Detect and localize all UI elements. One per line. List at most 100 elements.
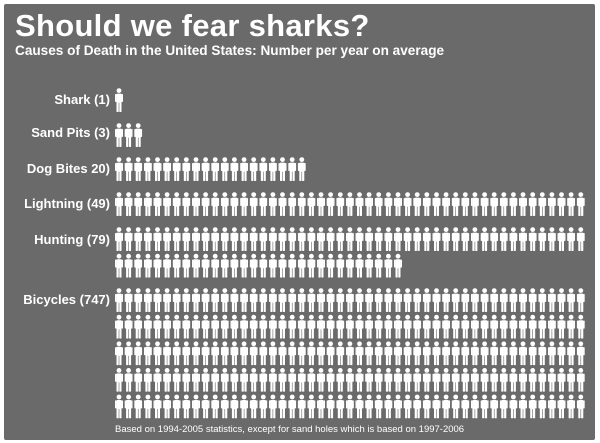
person-icon bbox=[134, 227, 143, 251]
person-icon bbox=[355, 192, 364, 216]
infographic-frame: Should we fear sharks? Causes of Death i… bbox=[4, 4, 595, 440]
person-icon bbox=[345, 253, 354, 278]
person-icon bbox=[413, 368, 422, 392]
person-icon bbox=[432, 288, 441, 312]
chart-title: Should we fear sharks? bbox=[15, 8, 370, 43]
person-icon bbox=[345, 227, 354, 251]
person-icon bbox=[547, 314, 556, 339]
footnote: Based on 1994-2005 statistics, except fo… bbox=[115, 424, 465, 435]
person-icon bbox=[538, 288, 547, 312]
person-icon bbox=[345, 368, 354, 392]
person-icon bbox=[259, 253, 268, 278]
person-icon bbox=[557, 341, 566, 366]
person-icon bbox=[249, 314, 258, 339]
person-icon bbox=[115, 123, 123, 147]
person-icon bbox=[143, 253, 152, 278]
person-icon bbox=[576, 192, 585, 216]
person-icon bbox=[519, 314, 527, 339]
person-icon bbox=[278, 341, 287, 366]
person-icon bbox=[268, 288, 277, 312]
person-icon bbox=[576, 227, 585, 251]
person-icon bbox=[499, 394, 508, 419]
person-icon bbox=[519, 288, 527, 312]
person-icon bbox=[336, 227, 345, 251]
person-icon bbox=[509, 394, 518, 419]
person-icon bbox=[240, 227, 249, 251]
person-icon bbox=[528, 341, 537, 366]
category-label-sand-pits: Sand Pits (3) bbox=[31, 125, 110, 140]
person-icon bbox=[326, 314, 335, 339]
person-icon bbox=[115, 227, 123, 251]
person-icon bbox=[278, 394, 287, 419]
person-icon bbox=[422, 368, 431, 392]
person-icon bbox=[317, 394, 325, 419]
person-icon bbox=[355, 253, 364, 278]
person-icon bbox=[278, 368, 287, 392]
person-icon bbox=[567, 394, 576, 419]
person-icon bbox=[432, 314, 441, 339]
person-icon bbox=[172, 192, 181, 216]
person-icon bbox=[422, 288, 431, 312]
person-icon bbox=[345, 341, 354, 366]
person-icon bbox=[240, 314, 249, 339]
category-label-dog-bites: Dog Bites 20) bbox=[26, 161, 110, 176]
person-icon bbox=[355, 314, 364, 339]
person-icon bbox=[297, 314, 306, 339]
person-icon bbox=[499, 368, 508, 392]
person-icon bbox=[249, 341, 258, 366]
person-icon bbox=[326, 394, 335, 419]
person-icon bbox=[317, 192, 325, 216]
person-icon bbox=[288, 157, 297, 181]
person-icon bbox=[143, 368, 152, 392]
person-icon bbox=[365, 394, 374, 419]
person-icon bbox=[499, 288, 508, 312]
person-icon bbox=[326, 227, 335, 251]
person-icon bbox=[172, 227, 181, 251]
person-icon bbox=[240, 253, 249, 278]
person-icon bbox=[567, 341, 576, 366]
person-icon bbox=[461, 314, 470, 339]
person-icon bbox=[249, 253, 258, 278]
person-icon bbox=[240, 192, 249, 216]
person-icon bbox=[163, 394, 172, 419]
person-icon bbox=[220, 288, 229, 312]
person-icon bbox=[461, 288, 470, 312]
person-icon bbox=[490, 341, 499, 366]
person-icon bbox=[461, 192, 470, 216]
person-icon bbox=[509, 192, 518, 216]
person-icon bbox=[557, 227, 566, 251]
person-icon bbox=[182, 157, 191, 181]
person-icon bbox=[307, 368, 316, 392]
person-icon bbox=[384, 192, 393, 216]
person-icon bbox=[326, 253, 335, 278]
pictogram-row-dog-bites bbox=[115, 157, 306, 181]
person-icon bbox=[528, 314, 537, 339]
person-icon bbox=[394, 394, 402, 419]
person-icon bbox=[211, 368, 220, 392]
person-icon bbox=[134, 157, 143, 181]
person-icon bbox=[230, 394, 239, 419]
person-icon bbox=[538, 192, 547, 216]
person-icon bbox=[297, 288, 306, 312]
person-icon bbox=[499, 314, 508, 339]
person-icon bbox=[490, 227, 499, 251]
person-icon bbox=[230, 227, 239, 251]
pictogram-row-bicycles bbox=[115, 288, 585, 419]
person-icon bbox=[115, 314, 123, 339]
person-icon bbox=[394, 314, 402, 339]
person-icon bbox=[326, 341, 335, 366]
person-icon bbox=[259, 288, 268, 312]
person-icon bbox=[374, 341, 383, 366]
person-icon bbox=[297, 253, 306, 278]
person-icon bbox=[547, 192, 556, 216]
person-icon bbox=[336, 288, 345, 312]
person-icon bbox=[268, 253, 277, 278]
person-icon bbox=[499, 227, 508, 251]
person-icon bbox=[317, 253, 325, 278]
person-icon bbox=[240, 368, 249, 392]
person-icon bbox=[451, 288, 460, 312]
category-label-lightning: Lightning (49) bbox=[24, 196, 110, 211]
person-icon bbox=[519, 368, 527, 392]
person-icon bbox=[413, 314, 422, 339]
person-icon bbox=[163, 341, 172, 366]
